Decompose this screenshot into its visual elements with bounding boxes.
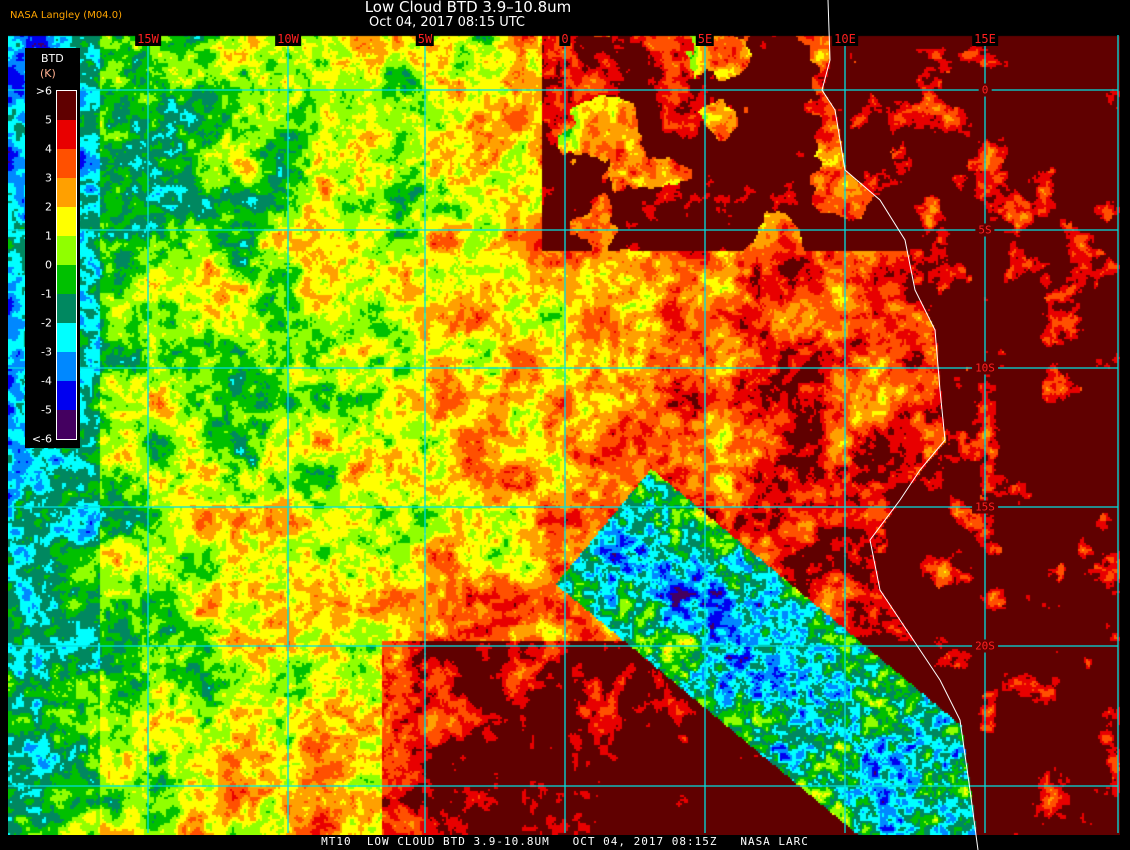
legend-label: 2 <box>45 200 52 214</box>
coastline <box>821 0 979 850</box>
legend-label: 3 <box>45 171 52 185</box>
legend-label: -5 <box>41 403 52 417</box>
legend-label: >6 <box>35 84 52 98</box>
legend-colorbar <box>56 90 77 440</box>
legend-swatch <box>57 91 76 120</box>
longitude-label: 5E <box>695 32 715 46</box>
latitude-label: 20S <box>972 639 998 653</box>
btd-imagery <box>8 35 1120 835</box>
color-legend: BTD (K) >6 5 4 3 2 1 0 -1 -2 -3 -4 -5 <-6 <box>25 48 80 448</box>
legend-label: -3 <box>41 345 52 359</box>
longitude-label: 10W <box>275 32 301 46</box>
legend-label: -4 <box>41 374 52 388</box>
image-datetime: Oct 04, 2017 08:15 UTC <box>369 15 525 30</box>
legend-swatch <box>57 294 76 323</box>
footer-caption: MT10 LOW CLOUD BTD 3.9-10.8UM OCT 04, 20… <box>321 835 809 848</box>
longitude-label: 0 <box>559 32 571 46</box>
legend-label: 4 <box>45 142 52 156</box>
legend-label: <-6 <box>31 432 52 446</box>
legend-swatch <box>57 381 76 410</box>
legend-label: 0 <box>45 258 52 272</box>
legend-swatch <box>57 236 76 265</box>
longitude-label: 10E <box>832 32 858 46</box>
longitude-label: 5W <box>415 32 435 46</box>
legend-title: BTD <box>41 52 64 65</box>
legend-unit: (K) <box>40 67 56 80</box>
latitude-label: 15S <box>972 500 998 514</box>
legend-label: -1 <box>41 287 52 301</box>
legend-label: 5 <box>45 113 52 127</box>
legend-swatch <box>57 149 76 178</box>
legend-label: -2 <box>41 316 52 330</box>
legend-swatch <box>57 265 76 294</box>
legend-swatch <box>57 120 76 149</box>
latitude-label: 5S <box>975 223 995 237</box>
latitude-label: 0 <box>978 83 992 97</box>
latitude-label: 10S <box>972 361 998 375</box>
longitude-label: 15E <box>972 32 998 46</box>
longitude-label: 15W <box>135 32 161 46</box>
legend-label: 1 <box>45 229 52 243</box>
legend-swatch <box>57 207 76 236</box>
legend-swatch <box>57 178 76 207</box>
image-title: Low Cloud BTD 3.9–10.8um <box>364 0 572 16</box>
legend-swatch <box>57 323 76 352</box>
credit-label: NASA Langley (M04.0) <box>10 10 122 21</box>
legend-swatch <box>57 410 76 439</box>
legend-swatch <box>57 352 76 381</box>
